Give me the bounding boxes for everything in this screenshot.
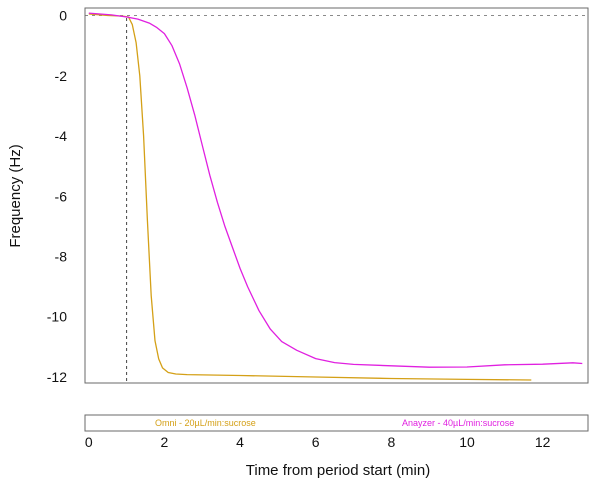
y-tick-label: -6 — [55, 188, 68, 204]
legend-anayzer: Anayzer - 40µL/min:sucrose — [402, 418, 514, 428]
series-layer — [88, 12, 583, 381]
x-tick-label: 4 — [236, 434, 244, 450]
x-tick-label: 8 — [387, 434, 395, 450]
y-axis-ticks: 0 -2 -4 -6 -8 -10 -12 — [47, 8, 67, 385]
y-tick-label: 0 — [59, 8, 67, 24]
y-tick-label: -2 — [55, 68, 68, 84]
series-line-anayzer — [88, 12, 583, 368]
y-axis-label: Frequency (Hz) — [7, 144, 24, 247]
x-tick-label: 2 — [161, 434, 169, 450]
x-axis-label: Time from period start (min) — [246, 462, 430, 479]
x-tick-label: 6 — [312, 434, 320, 450]
x-tick-label: 0 — [85, 434, 93, 450]
y-tick-label: -4 — [55, 128, 68, 144]
y-tick-label: -12 — [47, 369, 67, 385]
x-tick-label: 10 — [459, 434, 475, 450]
y-tick-label: -8 — [55, 248, 68, 264]
legend-strip — [84, 414, 589, 432]
legend-omni: Omni - 20µL/min:sucrose — [155, 418, 256, 428]
x-axis-ticks: 0 2 4 6 8 10 12 — [85, 434, 551, 450]
x-tick-label: 12 — [535, 434, 551, 450]
y-tick-label: -10 — [47, 309, 67, 325]
plot-frame — [84, 7, 589, 384]
series-line-omni — [88, 13, 532, 381]
